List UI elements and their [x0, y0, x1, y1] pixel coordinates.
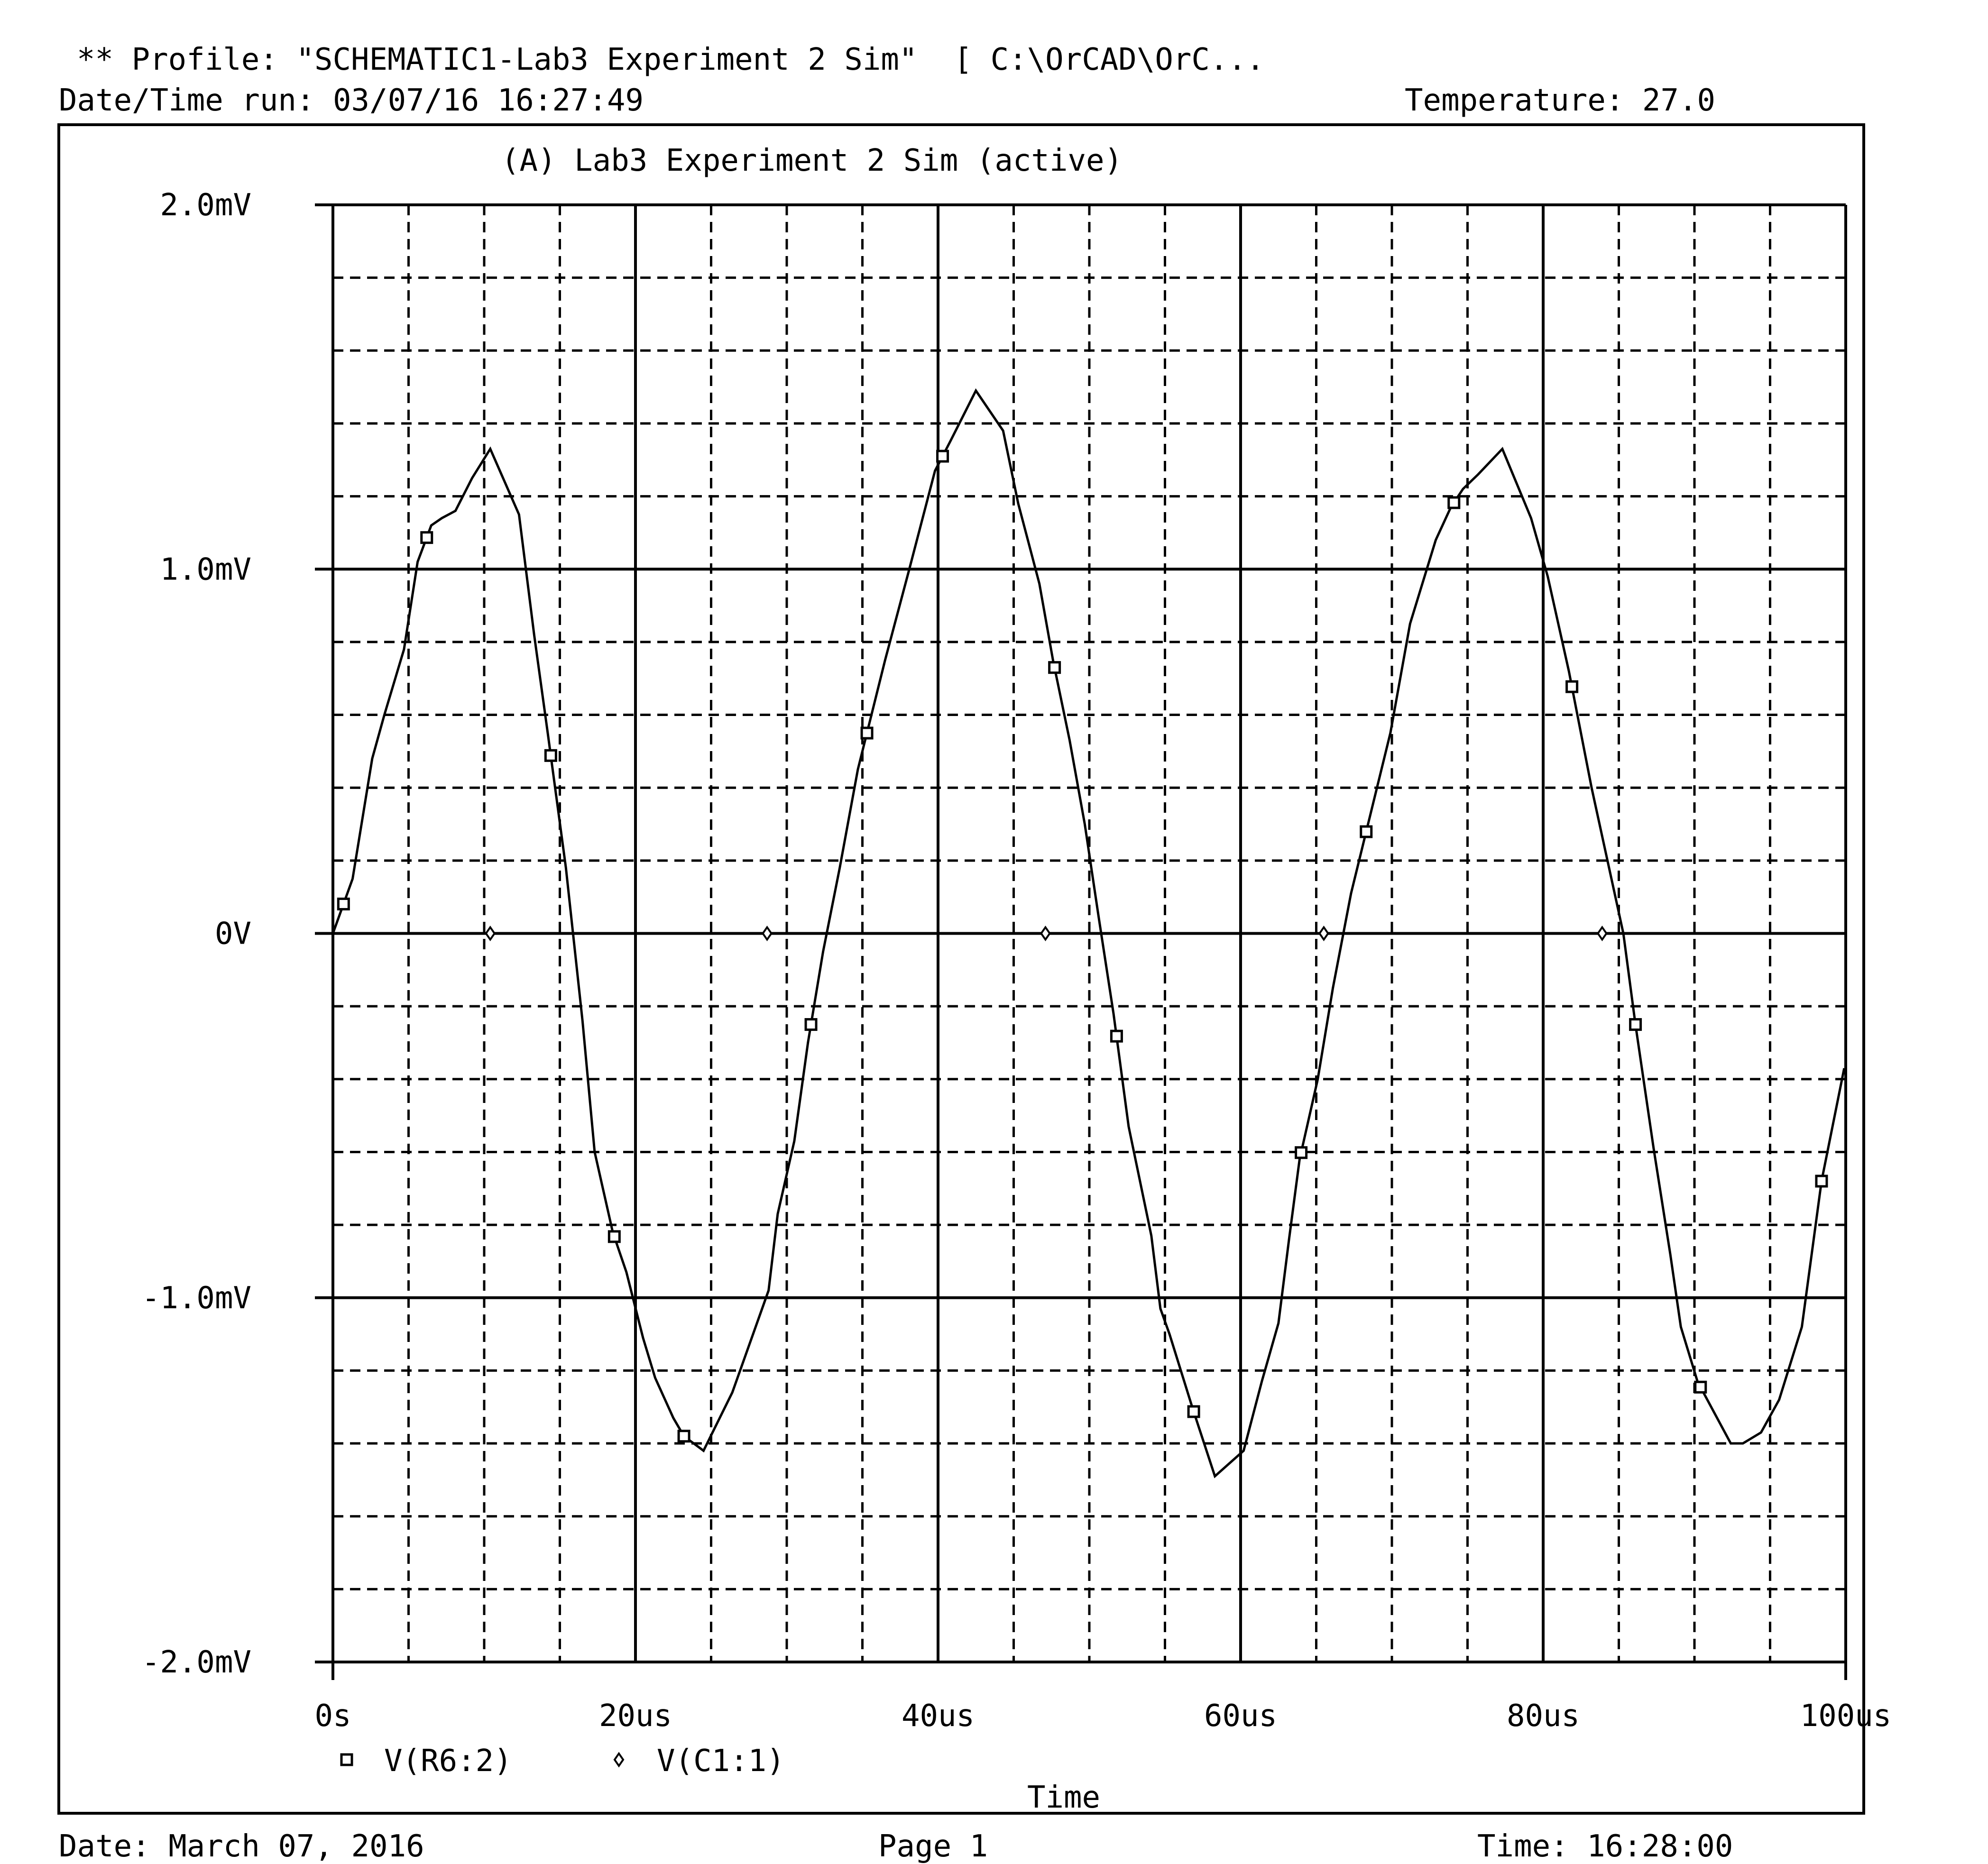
x-tick-label: 80us: [1507, 1699, 1580, 1734]
marker-square: [1565, 680, 1579, 693]
y-tick-label: 2.0mV: [160, 188, 251, 223]
marker-square: [1629, 1018, 1642, 1031]
grid: [315, 203, 1847, 1663]
marker-square: [1447, 496, 1461, 509]
y-tick-label: -2.0mV: [142, 1645, 251, 1680]
x-tick-label: 40us: [902, 1699, 975, 1734]
marker-square: [677, 1430, 690, 1443]
plot-frame: [57, 123, 1865, 1815]
marker-square: [1048, 661, 1061, 674]
marker-diamond: [1040, 925, 1051, 942]
legend: V(R6:2) V(C1:1): [340, 1744, 785, 1779]
y-tick-label: 1.0mV: [160, 552, 251, 587]
plot-title: (A) Lab3 Experiment 2 Sim (active): [501, 143, 1123, 178]
marker-square: [1694, 1380, 1707, 1394]
x-tick-label: 20us: [599, 1699, 672, 1734]
footer-page: Page 1: [878, 1829, 988, 1864]
x-tick-label: 60us: [1204, 1699, 1277, 1734]
axes: 2.0mV 1.0mV 0V -1.0mV -2.0mV 0s 20us 40us 60us 80…: [142, 188, 1892, 1734]
marker-square: [1187, 1405, 1200, 1418]
legend-marker-square: [340, 1753, 353, 1766]
marker-diamond: [1596, 925, 1608, 942]
marker-square: [1110, 1029, 1123, 1043]
x-tick-label: 0s: [314, 1699, 351, 1734]
marker-square: [544, 749, 557, 762]
y-tick-label: -1.0mV: [142, 1281, 251, 1316]
marker-square: [420, 531, 433, 544]
marker-square: [1815, 1175, 1828, 1188]
markers: [337, 450, 1828, 1443]
marker-square: [1295, 1146, 1308, 1159]
x-axis-label: Time: [1027, 1780, 1100, 1815]
marker-diamond: [1318, 925, 1329, 942]
marker-square: [936, 450, 949, 463]
footer-date: Date: March 07, 2016: [59, 1829, 424, 1864]
marker-diamond: [485, 925, 496, 942]
legend-marker-diamond: [613, 1752, 625, 1768]
y-tick-label: 0V: [215, 917, 251, 952]
footer-time: Time: 16:28:00: [1477, 1829, 1733, 1864]
temperature: Temperature: 27.0: [1405, 83, 1716, 118]
legend-label-v-c1-1: V(C1:1): [657, 1744, 785, 1779]
date-time-run: Date/Time run: 03/07/16 16:27:49: [59, 83, 644, 118]
marker-square: [337, 897, 350, 910]
marker-diamond: [762, 925, 773, 942]
legend-label-v-r6-2: V(R6:2): [384, 1744, 512, 1779]
marker-square: [607, 1230, 621, 1243]
marker-square: [860, 726, 874, 740]
x-tick-label: 100us: [1800, 1699, 1892, 1734]
profile-text: ** Profile: "SCHEMATIC1-Lab3 Experiment …: [77, 42, 1265, 77]
marker-square: [804, 1018, 818, 1031]
marker-square: [1360, 825, 1373, 838]
